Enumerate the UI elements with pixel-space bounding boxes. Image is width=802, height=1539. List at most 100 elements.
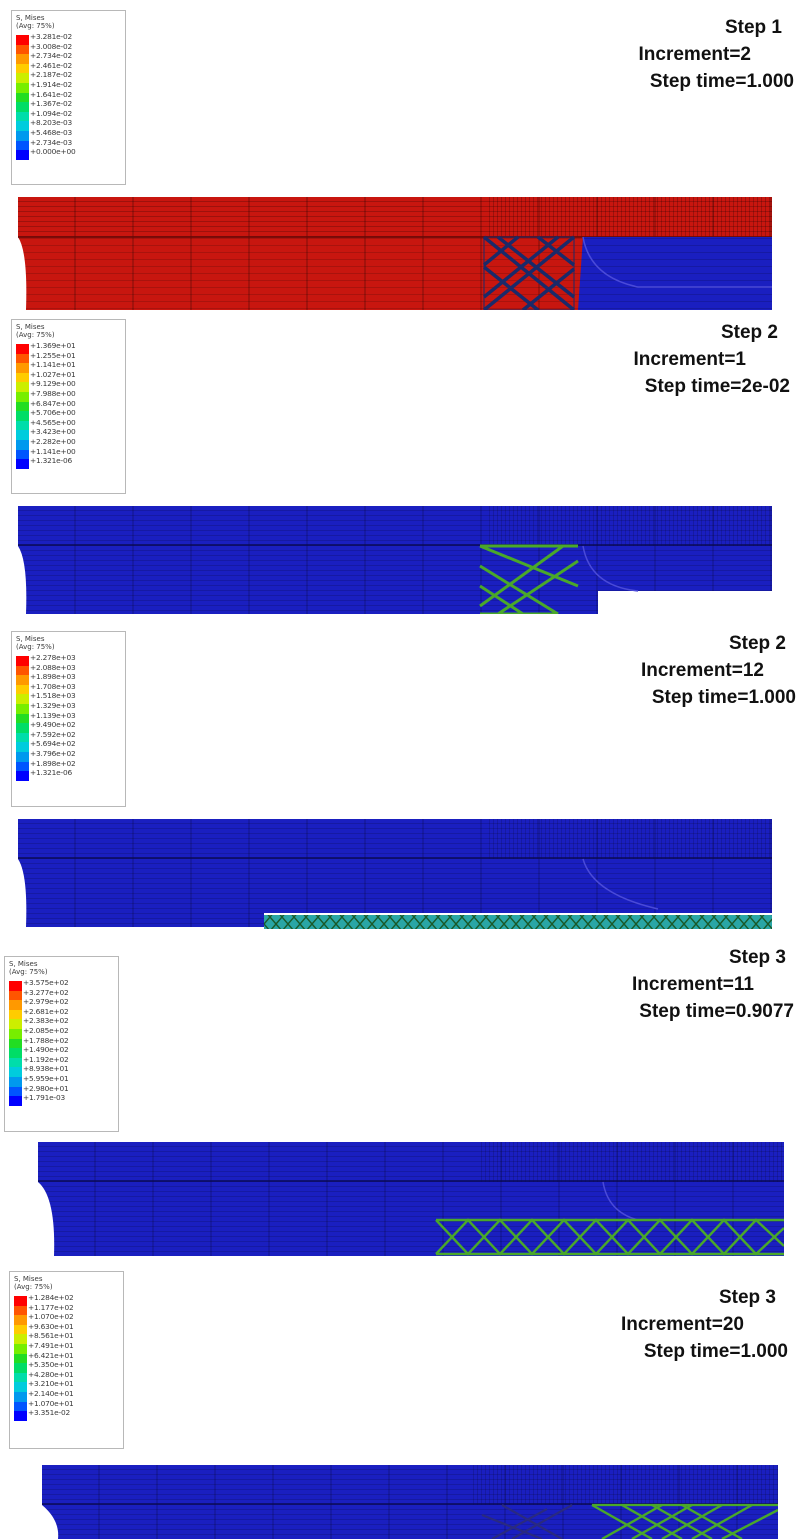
step-label: Step 2 [728,633,786,654]
legend-swatch [14,1344,27,1354]
legend-value: +1.027e+01 [30,369,76,379]
step-info: Step 2 Increment=12 Step time=1.000 [641,630,796,711]
step-time-label: Step time=1.000 [649,71,794,92]
legend-swatch [14,1324,27,1335]
legend-value: +5.694e+02 [30,739,76,749]
legend-swatch [16,54,29,64]
legend-value: +1.284e+02 [28,1293,74,1302]
legend-scale: +2.278e+03 +2.088e+03 +1.898e+03 +1.708e+03… [16,653,121,782]
legend-swatch [16,372,29,383]
step-time-label: Step time=1.000 [651,687,796,708]
legend-value: +4.565e+00 [30,417,76,427]
legend-scale: +3.281e-02 +3.008e-02 +2.734e-02 +2.461e-02… [16,32,121,161]
legend-swatch [16,92,29,103]
legend-swatch [16,752,29,762]
legend-value: +1.139e+03 [30,710,76,720]
panel-step3-inc11: S, Mises (Avg: 75%) +3.575e+02 +3.277e+02… [0,938,802,1266]
legend-scale: +3.575e+02 +3.277e+02 +2.979e+02 +2.681e+02… [9,978,114,1107]
legend-scale: +1.284e+02 +1.177e+02 +1.070e+02 +9.630e+01… [14,1293,119,1422]
legend-value: +1.367e-02 [30,99,72,109]
step-info: Step 3 Increment=20 Step time=1.000 [621,1284,788,1365]
legend-swatch [16,723,29,733]
legend-value: +2.734e-03 [30,137,72,147]
fe-mesh-svg [42,1465,778,1539]
legend-swatch [9,1077,22,1087]
legend-swatch [16,344,29,354]
legend-swatch [9,990,22,1001]
legend-value: +3.423e+00 [30,427,76,437]
step-label: Step 2 [720,322,778,343]
fe-mesh-svg [38,1142,784,1256]
legend-value: +7.592e+02 [30,729,76,739]
legend-swatch [14,1401,27,1412]
legend-swatch [16,684,29,695]
step-info: Step 1 Increment=2 Step time=1.000 [639,14,794,95]
legend-swatch [16,656,29,666]
panel-step2-inc12: S, Mises (Avg: 75%) +2.278e+03 +2.088e+03… [0,626,802,938]
legend-scale: +1.369e+01 +1.255e+01 +1.141e+01 +1.027e+01… [16,341,121,470]
step-time-label: Step time=1.000 [643,1341,788,1362]
legend-swatch [9,981,22,991]
legend-swatch [16,449,29,460]
stent-struts [482,235,576,310]
stent-struts [481,1503,778,1539]
legend-swatch [9,1000,22,1010]
legend-value: +1.898e+02 [30,758,76,768]
legend-swatch [16,382,29,392]
stress-legend: S, Mises (Avg: 75%) +1.369e+01 +1.255e+01… [11,319,126,494]
legend-swatch [16,35,29,45]
fe-model-view [42,1465,778,1539]
legend-value: +9.630e+01 [28,1321,74,1331]
legend-value: +1.518e+03 [30,691,76,701]
legend-swatch [16,665,29,676]
legend-value: +0.000e+00 [30,147,76,157]
legend-value: +8.203e-03 [30,118,72,128]
legend-title: S, Mises [16,14,45,22]
legend-swatch [9,1086,22,1097]
increment-label: Increment=20 [620,1314,744,1335]
legend-value: +5.350e+01 [28,1360,74,1370]
legend-value: +3.575e+02 [23,978,69,987]
legend-value: +1.141e+01 [30,360,76,370]
legend-value: +1.192e+02 [23,1054,69,1064]
legend-swatch [16,401,29,412]
legend-swatch [16,392,29,402]
legend-value: +8.938e+01 [23,1064,69,1074]
step-label: Step 3 [718,1287,776,1308]
legend-swatch [16,73,29,83]
legend-swatch [16,761,29,772]
legend-swatch [16,353,29,364]
legend-subtitle: (Avg: 75%) [16,643,55,651]
legend-swatch [16,420,29,431]
step-time-label: Step time=2e-02 [644,376,790,397]
legend-value: +2.278e+03 [30,653,76,662]
legend-swatch [16,150,29,160]
legend-swatch [9,1009,22,1020]
legend-title: S, Mises [16,323,45,331]
legend-value: +3.796e+02 [30,749,76,758]
legend-swatch [14,1363,27,1373]
stent-struts [479,544,579,614]
legend-swatch [16,742,29,752]
legend-value: +1.141e+00 [30,446,76,456]
legend-swatch [16,102,29,112]
legend-value: +8.561e+01 [28,1331,74,1341]
panel-step1-inc2: S, Mises (Avg: 75%) +3.281e-02 +3.008e-02… [0,0,802,315]
legend-value: +7.988e+00 [30,389,76,398]
legend-swatch [16,121,29,131]
legend-value: +6.421e+01 [28,1350,74,1360]
legend-value: +2.088e+03 [30,662,76,672]
legend-value: +1.914e-02 [30,80,72,89]
fe-model-view [18,197,772,310]
legend-swatch [16,131,29,141]
legend-value: +5.959e+01 [23,1074,69,1083]
legend-title: S, Mises [14,1275,43,1283]
legend-swatch [16,440,29,450]
legend-value: +2.085e+02 [23,1026,69,1035]
legend-value: +1.070e+01 [28,1398,74,1408]
legend-title: S, Mises [9,960,38,968]
legend-swatch [14,1353,27,1364]
increment-label: Increment=1 [633,349,746,370]
legend-value: +3.008e-02 [30,41,72,51]
stress-legend: S, Mises (Avg: 75%) +3.281e-02 +3.008e-02… [11,10,126,185]
